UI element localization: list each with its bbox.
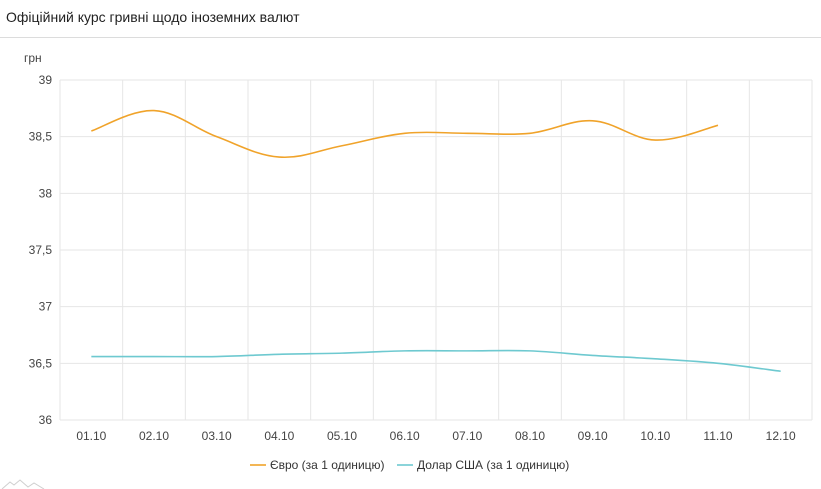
y-tick-label: 37 bbox=[39, 300, 53, 314]
chart-series bbox=[91, 109, 781, 373]
y-tick-label: 39 bbox=[39, 73, 53, 87]
y-tick-label: 36,5 bbox=[29, 356, 53, 370]
mountain-logo-icon bbox=[1, 479, 45, 489]
x-tick-label: 04.10 bbox=[264, 429, 294, 443]
x-tick-label: 09.10 bbox=[578, 429, 608, 443]
legend-label: Долар США (за 1 одиницю) bbox=[417, 458, 569, 472]
x-tick-label: 07.10 bbox=[452, 429, 482, 443]
x-tick-label: 06.10 bbox=[390, 429, 420, 443]
line-chart: 36 36,5 37 37,5 38 38,5 39 грн 01.10 02.10 03.10 04… bbox=[24, 51, 813, 472]
chart-grid bbox=[59, 79, 813, 421]
series-line-1[interactable] bbox=[91, 349, 781, 373]
legend-item-0[interactable]: Євро (за 1 одиницю) bbox=[250, 458, 385, 472]
x-tick-label: 11.10 bbox=[703, 429, 732, 443]
y-tick-label: 37,5 bbox=[29, 243, 53, 257]
chart-header: Офіційний курс гривні щодо іноземних вал… bbox=[0, 0, 821, 38]
y-axis-unit-label: грн bbox=[24, 51, 42, 65]
x-tick-label: 12.10 bbox=[766, 429, 796, 443]
x-tick-label: 10.10 bbox=[640, 429, 670, 443]
x-tick-label: 05.10 bbox=[327, 429, 357, 443]
chart-axes: 36 36,5 37 37,5 38 38,5 39 грн 01.10 02.10 03.10 04… bbox=[24, 51, 796, 443]
page-title: Офіційний курс гривні щодо іноземних вал… bbox=[6, 9, 300, 25]
y-tick-label: 36 bbox=[39, 413, 53, 427]
x-tick-label: 02.10 bbox=[139, 429, 169, 443]
chart-legend[interactable]: Євро (за 1 одиницю) Долар США (за 1 одини… bbox=[250, 458, 569, 472]
x-tick-label: 03.10 bbox=[202, 429, 232, 443]
x-tick-label: 08.10 bbox=[515, 429, 545, 443]
legend-label: Євро (за 1 одиницю) bbox=[270, 458, 385, 472]
series-line-0[interactable] bbox=[91, 109, 719, 159]
x-tick-label: 01.10 bbox=[76, 429, 106, 443]
y-tick-label: 38 bbox=[39, 186, 53, 200]
legend-item-1[interactable]: Долар США (за 1 одиницю) bbox=[397, 458, 569, 472]
y-tick-label: 38,5 bbox=[29, 130, 53, 144]
